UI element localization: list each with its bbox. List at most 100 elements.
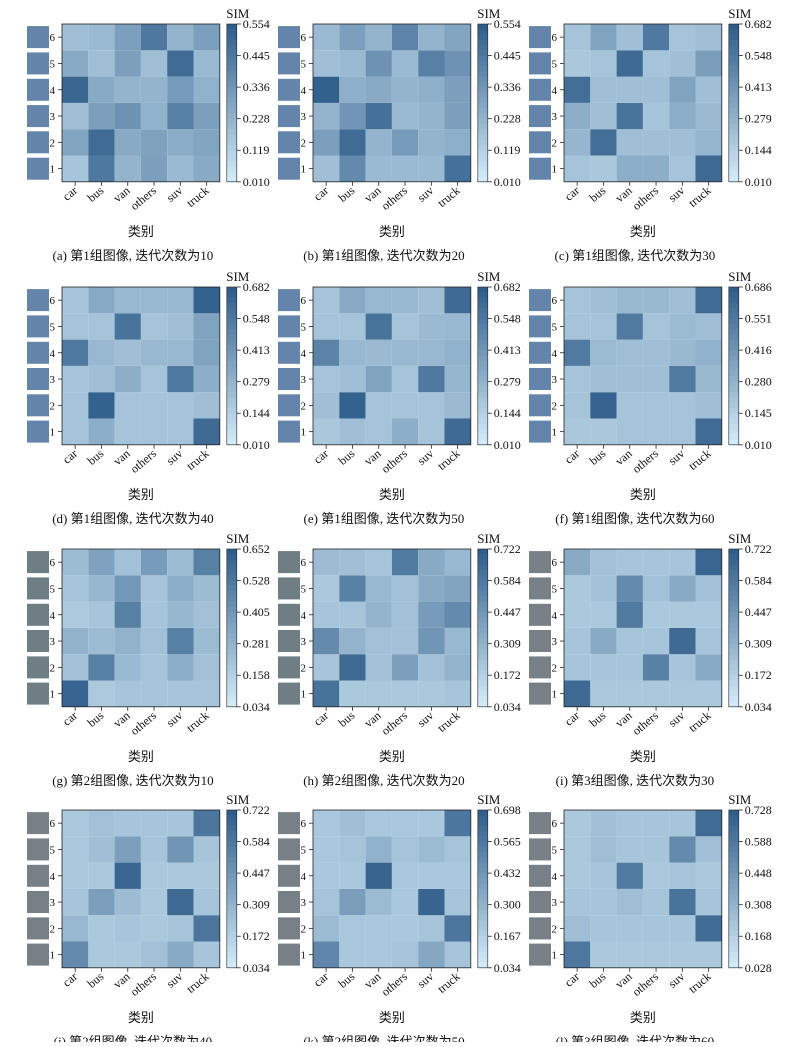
vehicle-thumbnail-icon (27, 105, 49, 128)
heatmap-cell (616, 680, 643, 707)
heatmap-cell (444, 549, 471, 576)
colorbar-segment (728, 407, 739, 414)
colorbar-segment (226, 909, 237, 916)
heatmap-cell (695, 102, 722, 130)
heatmap-cell (339, 862, 366, 889)
heatmap-cell (62, 575, 89, 602)
vehicle-thumbnail-icon (529, 368, 551, 390)
x-tick-label: truck (435, 446, 463, 473)
colorbar-segment (728, 841, 739, 848)
colorbar-segment (477, 820, 488, 827)
heatmap-cell (313, 287, 340, 314)
x-tick-label: suv (666, 183, 688, 204)
heatmap-cell (62, 50, 89, 77)
colorbar-tick-label: 0.448 (745, 866, 772, 880)
colorbar-segment (226, 873, 237, 879)
heatmap-cell (642, 601, 670, 628)
x-tick-label: suv (415, 708, 437, 729)
heatmap-cell (642, 50, 670, 77)
heatmap-cell (114, 549, 141, 576)
heatmap-cell (62, 129, 89, 156)
heatmap-cell (695, 50, 722, 77)
colorbar-tick-label: 0.228 (243, 112, 270, 126)
heatmap-cell (642, 339, 670, 366)
colorbar-segment (226, 302, 237, 309)
heatmap-cell (590, 549, 617, 576)
heatmap-cell (669, 129, 696, 156)
colorbar-tick-label: 0.028 (745, 961, 772, 975)
heatmap-cell (140, 365, 168, 393)
colorbar-segment (728, 66, 739, 72)
colorbar-segment (226, 81, 237, 88)
heatmap-cell (444, 313, 471, 340)
heatmap-cell (564, 313, 591, 340)
colorbar-segment (477, 554, 488, 561)
colorbar-segment (477, 867, 488, 874)
heatmap-cell (695, 575, 722, 602)
colorbar-segment (226, 160, 237, 167)
colorbar-title: SIM (728, 531, 752, 546)
colorbar-tick-label: 0.010 (494, 438, 521, 452)
colorbar-segment (728, 878, 739, 885)
colorbar-segment (226, 355, 237, 362)
heatmap-cell (418, 680, 445, 707)
heatmap-frame (312, 548, 472, 708)
colorbar-segment (226, 570, 237, 576)
heatmap-cell (140, 654, 168, 681)
heatmap-cell (88, 418, 115, 445)
heatmap-cell (669, 24, 696, 51)
heatmap-cell (62, 76, 89, 103)
heatmap-frame (312, 286, 472, 446)
x-axis-label: 类别 (128, 487, 154, 502)
heatmap-cell (140, 549, 168, 576)
heatmap-cell (590, 365, 617, 393)
colorbar-segment (226, 920, 237, 927)
colorbar-segment (477, 376, 488, 383)
heatmap-cell (418, 941, 445, 968)
heatmap-cell (695, 654, 722, 681)
x-axis-label: 类别 (128, 224, 154, 239)
colorbar-segment (477, 365, 488, 372)
x-tick-label: suv (164, 708, 186, 729)
vehicle-thumbnail-icon (529, 838, 551, 861)
vehicle-thumbnail-icon (529, 289, 551, 312)
colorbar-segment (226, 836, 237, 843)
colorbar-segment (477, 81, 488, 88)
heatmap-cell (62, 313, 89, 340)
colorbar-segment (728, 564, 739, 571)
x-axis-label: 类别 (128, 1010, 154, 1025)
colorbar-frame (728, 548, 740, 708)
colorbar-segment (226, 297, 237, 304)
heatmap-frame (563, 23, 723, 183)
heatmap-cell (391, 627, 419, 655)
heatmap-cell (669, 102, 696, 130)
y-tick-label: 1 (301, 950, 307, 962)
heatmap-frame (61, 286, 221, 446)
colorbar-tick-label: 0.432 (494, 866, 521, 880)
colorbar-segment (728, 87, 739, 93)
y-tick-label: 3 (552, 897, 558, 909)
colorbar-segment (477, 407, 488, 414)
colorbar-segment (728, 691, 739, 697)
x-axis-label: 类别 (379, 749, 405, 764)
heatmap-cell (642, 24, 670, 51)
heatmap-cell (365, 102, 392, 130)
colorbar-segment (477, 429, 488, 435)
vehicle-thumbnail-icon (529, 341, 551, 364)
colorbar-segment (477, 585, 488, 592)
y-tick-label: 5 (552, 583, 558, 595)
heatmap-cell (444, 418, 471, 445)
colorbar-segment (728, 654, 739, 661)
colorbar-segment (226, 102, 237, 109)
colorbar-segment (226, 606, 237, 613)
colorbar-segment (477, 904, 488, 911)
vehicle-thumbnail-icon (278, 420, 300, 443)
heatmap-cell (391, 836, 419, 863)
colorbar-segment (728, 108, 739, 115)
colorbar-segment (728, 402, 739, 409)
heatmap-cell (391, 313, 419, 340)
